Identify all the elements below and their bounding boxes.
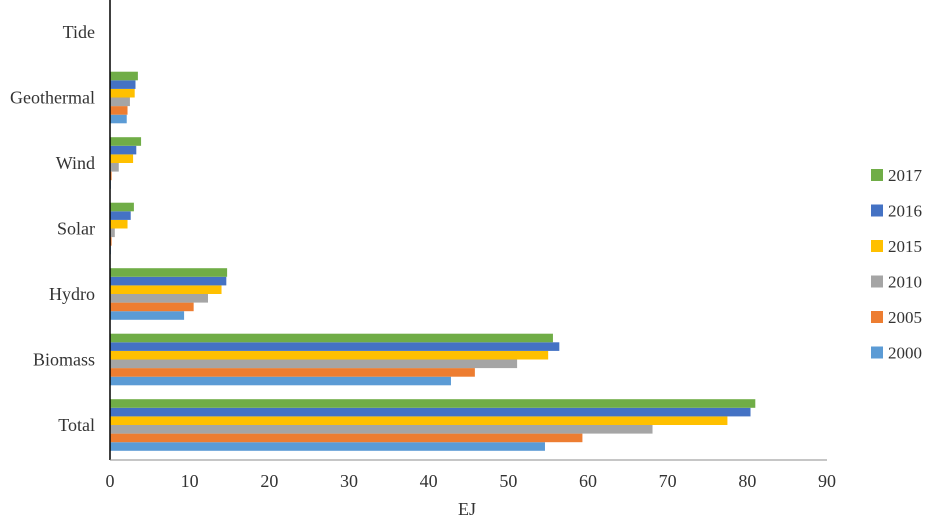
legend-swatch-2017 xyxy=(871,169,883,181)
bar-solar-2005 xyxy=(110,237,112,246)
bar-geothermal-2016 xyxy=(110,80,136,89)
bar-total-2005 xyxy=(110,433,583,443)
x-tick-labels: 0 10 20 30 40 50 60 70 80 90 xyxy=(106,471,837,491)
category-label-biomass: Biomass xyxy=(33,350,95,370)
bar-solar-2016 xyxy=(110,211,131,220)
bar-biomass-2015 xyxy=(110,350,549,360)
legend-label-2010: 2010 xyxy=(888,273,922,292)
x-tick-label: 60 xyxy=(579,471,597,491)
bar-wind-2015 xyxy=(110,154,134,163)
bar-geothermal-2005 xyxy=(110,106,128,115)
bar-total-2017 xyxy=(110,399,756,408)
bar-wind-2005 xyxy=(110,171,112,181)
legend-swatch-2010 xyxy=(871,275,883,288)
x-tick-label: 50 xyxy=(499,471,517,491)
legend-swatch-2005 xyxy=(871,311,883,323)
bars-group xyxy=(110,71,756,451)
bar-hydro-2016 xyxy=(110,276,227,286)
legend-swatch-2015 xyxy=(871,240,883,252)
bar-geothermal-2015 xyxy=(110,88,135,98)
bar-hydro-2017 xyxy=(110,268,228,277)
bar-biomass-2010 xyxy=(110,359,518,369)
bar-hydro-2015 xyxy=(110,285,222,294)
bar-biomass-2005 xyxy=(110,368,475,377)
x-tick-label: 30 xyxy=(340,471,358,491)
category-label-tide: Tide xyxy=(63,22,95,42)
x-tick-label: 0 xyxy=(106,471,115,491)
x-tick-label: 90 xyxy=(818,471,836,491)
bar-geothermal-2000 xyxy=(110,114,127,124)
x-tick-label: 40 xyxy=(420,471,438,491)
legend-label-2016: 2016 xyxy=(888,202,922,221)
bar-geothermal-2010 xyxy=(110,97,130,107)
bar-total-2016 xyxy=(110,407,751,417)
bar-biomass-2000 xyxy=(110,376,451,386)
legend-label-2000: 2000 xyxy=(888,344,922,363)
x-tick-label: 70 xyxy=(659,471,677,491)
bar-wind-2010 xyxy=(110,163,119,172)
category-labels: Total Biomass Hydro Solar Wind Geothermal Tide xyxy=(10,22,95,435)
bar-solar-2010 xyxy=(110,228,115,238)
bar-biomass-2016 xyxy=(110,342,560,351)
legend-label-2017: 2017 xyxy=(888,166,923,185)
bar-solar-2017 xyxy=(110,202,134,212)
bar-total-2000 xyxy=(110,442,545,451)
bar-wind-2017 xyxy=(110,137,142,146)
legend-swatch-2000 xyxy=(871,346,883,359)
bar-hydro-2010 xyxy=(110,294,208,303)
category-label-total: Total xyxy=(58,415,95,435)
axes-group xyxy=(109,0,827,461)
bar-total-2015 xyxy=(110,416,728,425)
legend: 2017 2016 2015 2010 2005 2000 xyxy=(871,166,923,363)
category-label-geothermal: Geothermal xyxy=(10,88,95,108)
legend-label-2005: 2005 xyxy=(888,308,922,327)
bar-hydro-2000 xyxy=(110,311,185,320)
category-label-wind: Wind xyxy=(56,153,95,173)
bar-solar-2015 xyxy=(110,219,128,229)
x-axis-title: EJ xyxy=(458,499,476,519)
bar-total-2010 xyxy=(110,425,653,434)
bar-wind-2016 xyxy=(110,145,137,155)
x-tick-label: 80 xyxy=(738,471,756,491)
bar-hydro-2005 xyxy=(110,302,194,312)
legend-swatch-2016 xyxy=(871,204,883,217)
category-label-hydro: Hydro xyxy=(49,284,95,304)
legend-label-2015: 2015 xyxy=(888,237,922,256)
category-label-solar: Solar xyxy=(57,219,95,239)
bar-geothermal-2017 xyxy=(110,71,138,81)
x-tick-label: 10 xyxy=(181,471,199,491)
x-tick-label: 20 xyxy=(260,471,278,491)
bar-biomass-2017 xyxy=(110,333,553,343)
